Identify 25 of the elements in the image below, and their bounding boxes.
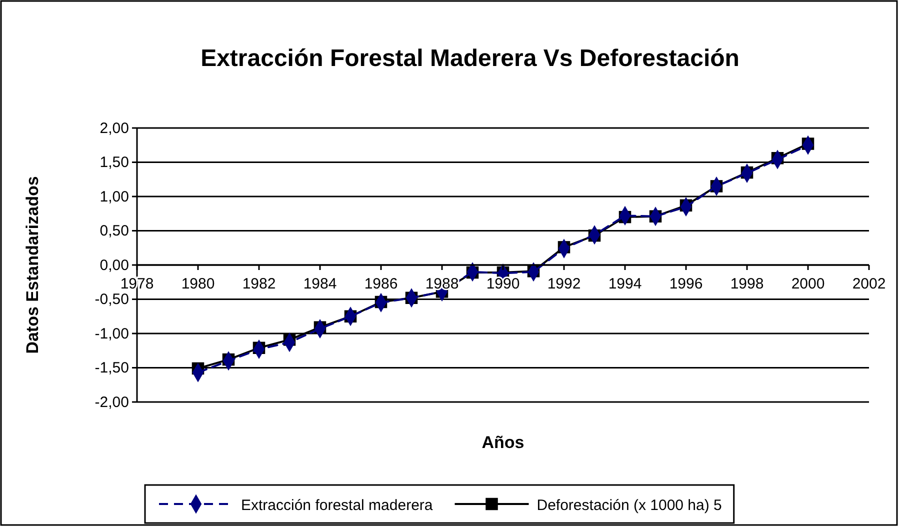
x-tick-label: 1990 (486, 276, 520, 293)
chart-title: Extracción Forestal Maderera Vs Deforestación (200, 45, 740, 72)
y-axis-title: Datos Estandarizados (23, 176, 42, 354)
x-tick-label: 1998 (730, 276, 764, 293)
y-tick-label: 1,00 (100, 188, 129, 206)
y-tick-label: 2,00 (100, 120, 129, 137)
y-tick-label: 0,00 (100, 256, 129, 274)
y-tick-label: 1,50 (100, 154, 129, 172)
x-tick-label: 1986 (364, 276, 398, 293)
x-tick-label: 1982 (242, 276, 276, 293)
x-tick-label: 1996 (669, 276, 703, 293)
x-tick-label: 1994 (608, 276, 642, 293)
y-tick-label: -1,00 (94, 325, 129, 342)
x-axis-title: Años (482, 433, 524, 452)
y-tick-label: 0,50 (100, 222, 129, 240)
legend-label: Extracción forestal maderera (241, 497, 434, 514)
y-tick-label: -1,50 (94, 360, 129, 377)
y-tick-label: -0,50 (94, 291, 129, 308)
x-tick-label: 1984 (303, 276, 337, 293)
x-tick-label: 2000 (791, 276, 825, 293)
x-tick-label: 2002 (852, 276, 886, 293)
x-tick-label: 1992 (547, 276, 581, 293)
y-tick-label: -2,00 (94, 394, 129, 411)
legend-label: Deforestación (x 1000 ha) 5 (536, 497, 722, 514)
x-tick-label: 1980 (181, 276, 215, 293)
